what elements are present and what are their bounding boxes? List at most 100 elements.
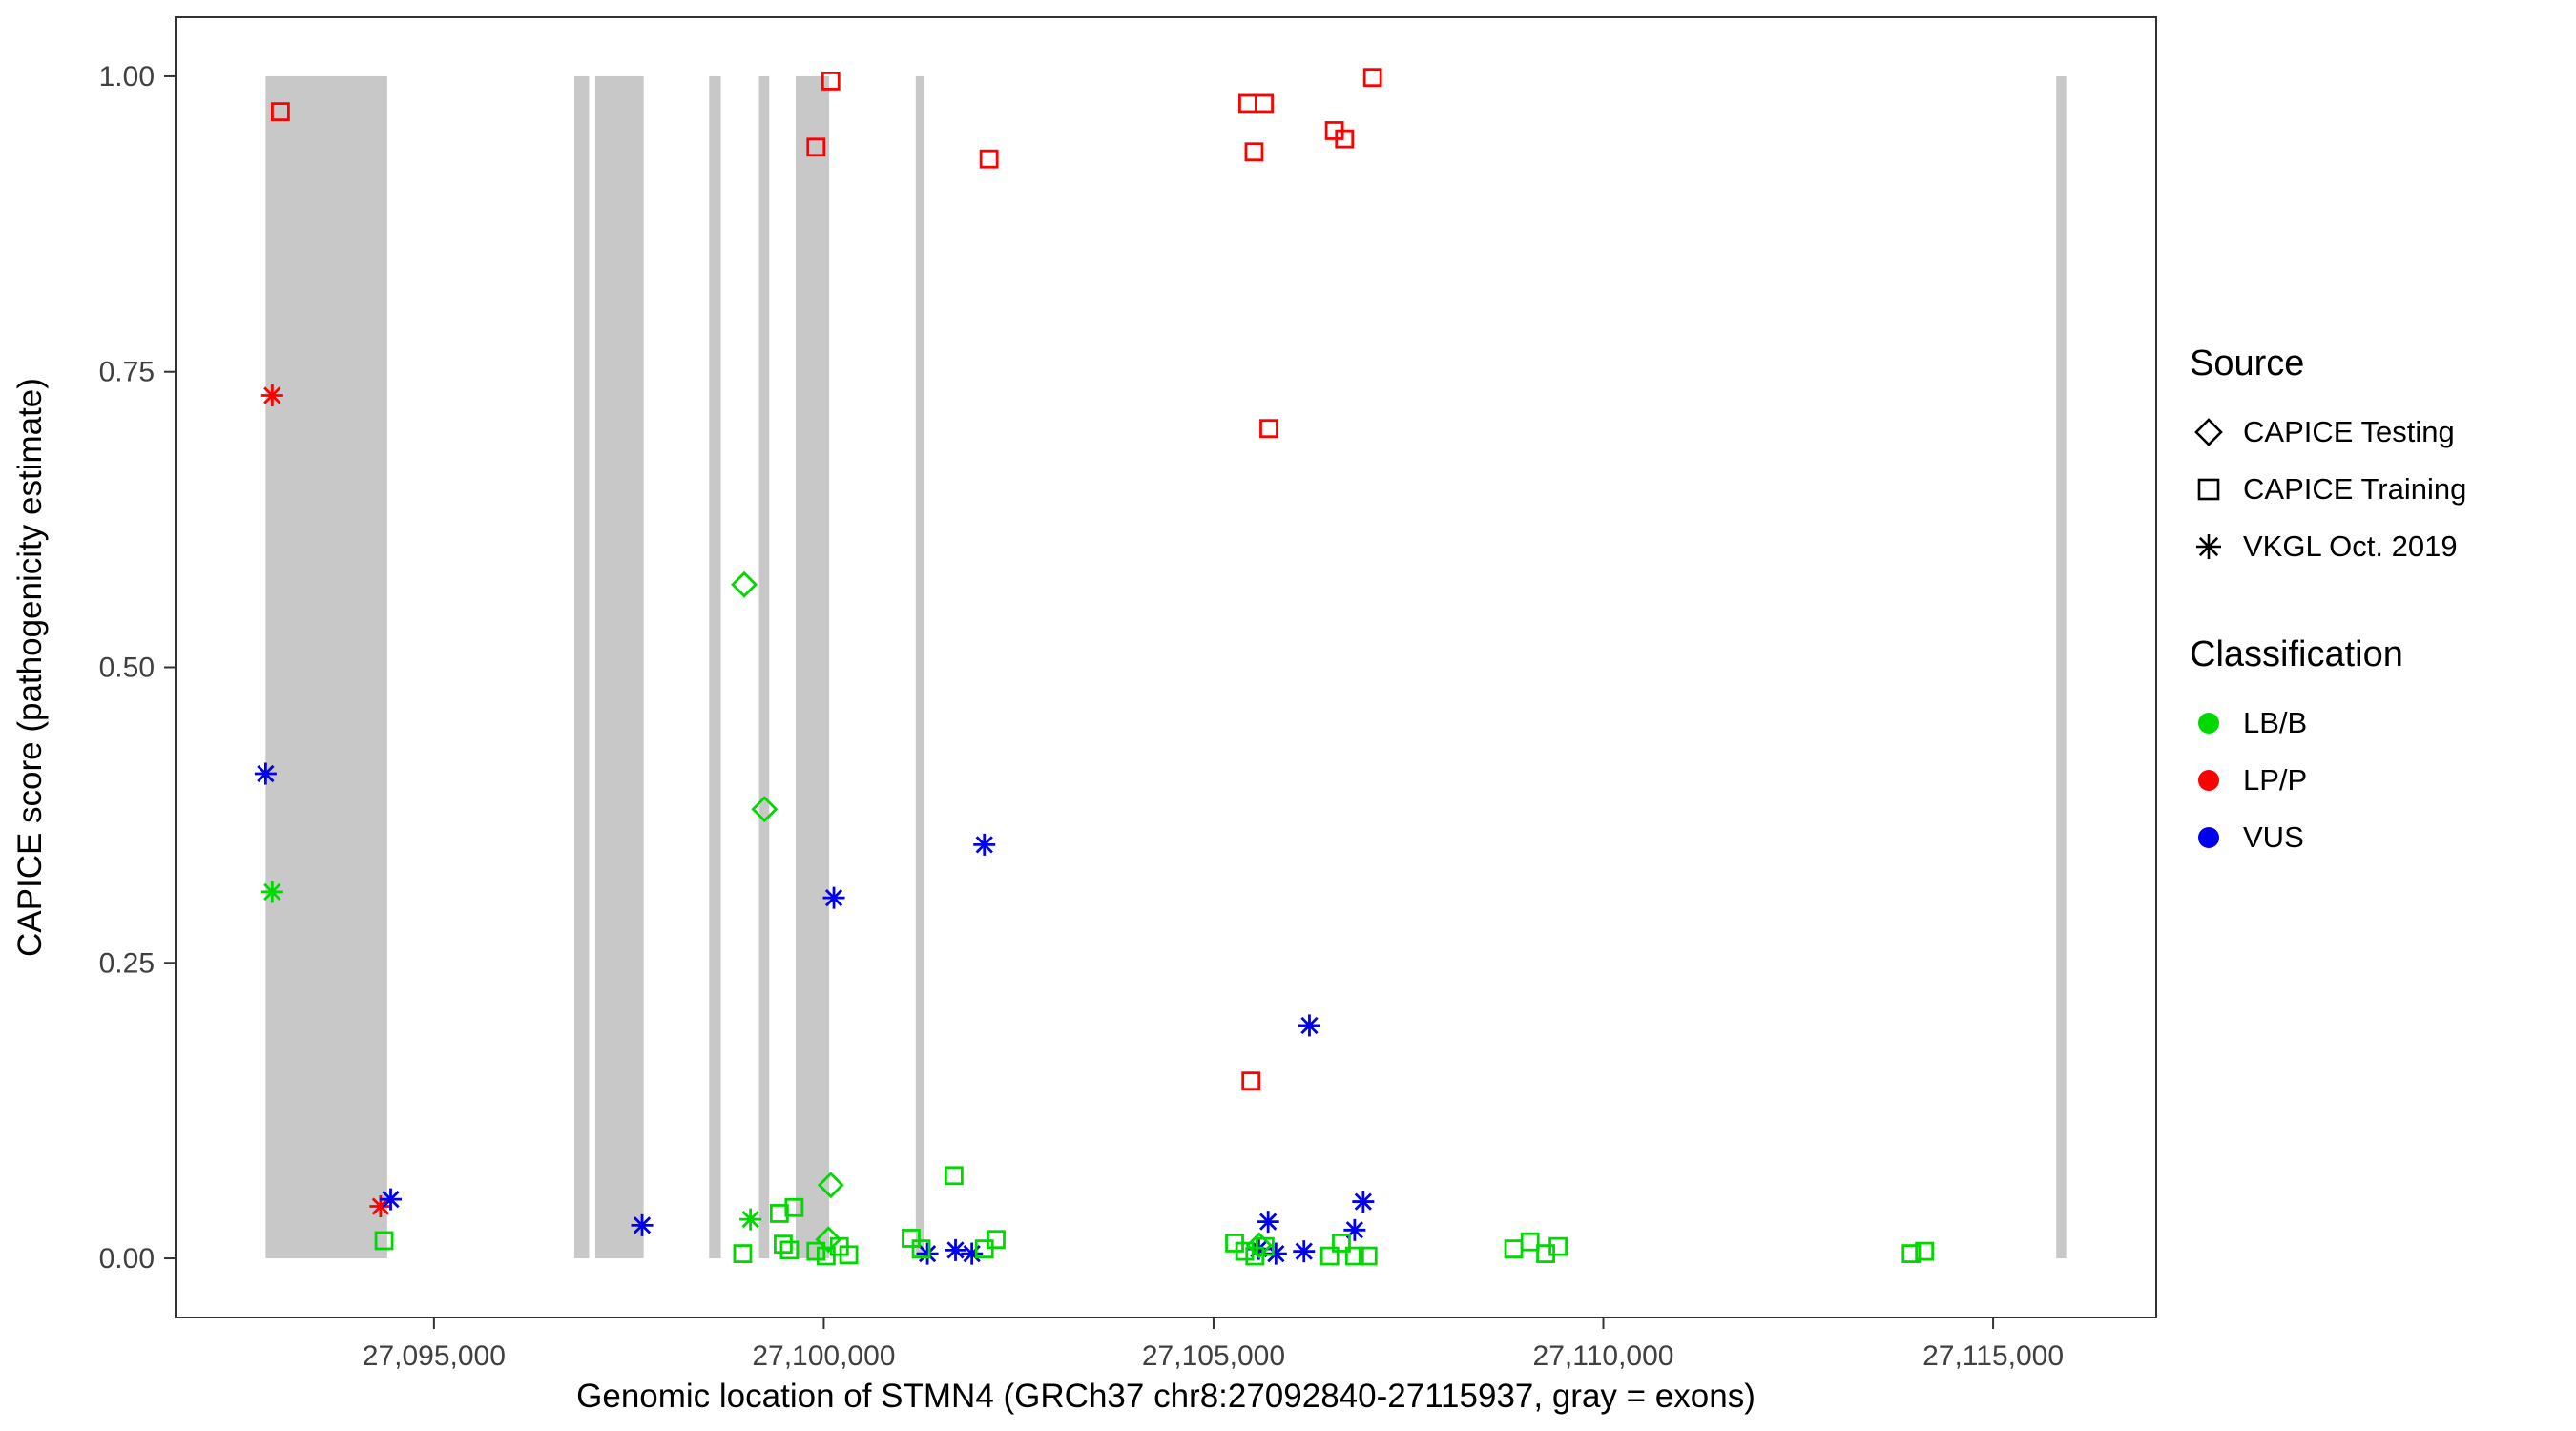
x-tick-label: 27,105,000	[1142, 1340, 1285, 1372]
square-point	[911, 1239, 931, 1259]
exon-band	[709, 75, 721, 1259]
square-point	[821, 72, 841, 91]
asterisk-point	[1257, 1211, 1279, 1234]
square-point	[1504, 1239, 1524, 1259]
legend-source-title: Source	[2190, 343, 2305, 384]
asterisk-point	[260, 384, 283, 407]
exon-band	[758, 75, 770, 1259]
square-point	[1344, 1246, 1364, 1266]
lbb-dot-icon	[2198, 713, 2219, 734]
asterisk-icon	[2196, 534, 2221, 559]
diamond-point	[817, 1172, 844, 1199]
square-point	[1255, 93, 1274, 114]
square-point	[374, 1231, 394, 1251]
lpp-dot-icon	[2198, 770, 2219, 791]
asterisk-arm	[257, 764, 275, 783]
x-axis-title: Genomic location of STMN4 (GRCh37 chr8:2…	[576, 1378, 1755, 1415]
square-point	[1259, 419, 1278, 439]
exon-band	[796, 75, 830, 1259]
square-point	[816, 1246, 836, 1266]
asterisk-arm	[1259, 1213, 1278, 1231]
square-point	[1335, 129, 1355, 149]
asterisk-arm	[918, 1244, 937, 1263]
square-point	[1241, 1071, 1261, 1091]
asterisk-arm	[1300, 1016, 1319, 1035]
square-point	[979, 149, 999, 169]
x-tick-label: 27,095,000	[363, 1340, 506, 1372]
square-point	[769, 1204, 789, 1223]
vus-dot-icon	[2198, 827, 2219, 848]
square-point	[779, 1240, 800, 1260]
legend-item-label: VKGL Oct. 2019	[2243, 529, 2458, 563]
asterisk-arm	[824, 889, 843, 907]
legend-item-lbb: LB/B	[2190, 704, 2562, 742]
asterisk-arm	[263, 882, 281, 902]
asterisk-point	[1343, 1218, 1366, 1241]
asterisk-arm	[975, 836, 993, 854]
asterisk-point	[631, 1213, 654, 1236]
asterisk-point	[380, 1188, 403, 1211]
asterisk-arm	[1267, 1244, 1285, 1263]
legend-classification: Classification LB/B LP/P VUS	[2190, 634, 2562, 857]
square-point	[1319, 1246, 1340, 1266]
asterisk-point	[1293, 1240, 1316, 1263]
square-point	[1235, 1241, 1255, 1261]
asterisk-point	[739, 1208, 762, 1231]
asterisk-point	[1352, 1191, 1375, 1213]
square-point	[733, 1244, 753, 1263]
square-icon	[2197, 478, 2220, 501]
exon-band	[2056, 75, 2067, 1259]
asterisk-arm	[741, 1211, 759, 1229]
legend-source: Source CAPICE Testing CAPICE Training	[2190, 343, 2562, 566]
asterisk-point	[260, 881, 283, 903]
legend-item-vkgl: VKGL Oct. 2019	[2190, 528, 2562, 566]
y-tick-label: 0.25	[99, 947, 155, 979]
legend-classification-title: Classification	[2190, 634, 2403, 674]
legend-item-vus: VUS	[2190, 819, 2562, 857]
square-point	[839, 1245, 859, 1265]
x-tick-label: 27,100,000	[752, 1340, 895, 1372]
asterisk-point	[945, 1238, 967, 1261]
x-tick-label: 27,110,000	[1533, 1340, 1674, 1372]
square-point	[1255, 1236, 1275, 1256]
square-point	[1238, 93, 1257, 114]
y-axis-title: CAPICE score (pathogenicity estimate)	[11, 378, 49, 957]
square-point	[1915, 1241, 1935, 1261]
exon-band	[265, 75, 387, 1259]
asterisk-arm	[371, 1197, 390, 1215]
legend: Source CAPICE Testing CAPICE Training	[2190, 343, 2562, 876]
asterisk-point	[916, 1242, 939, 1265]
legend-item-label: CAPICE Training	[2243, 472, 2467, 506]
asterisk-point	[1298, 1014, 1320, 1037]
square-point	[1245, 1246, 1265, 1266]
asterisk-arm	[382, 1190, 400, 1209]
asterisk-arm	[1295, 1242, 1313, 1260]
square-point	[806, 1241, 826, 1261]
legend-item-capice-testing: CAPICE Testing	[2190, 413, 2562, 451]
asterisk-arm	[633, 1216, 652, 1234]
square-point	[1358, 1246, 1378, 1266]
diamond-icon	[2194, 418, 2223, 446]
exon-band	[595, 75, 644, 1259]
square-point	[1520, 1232, 1540, 1252]
y-tick-label: 0.75	[99, 357, 155, 388]
asterisk-arm	[263, 386, 281, 404]
asterisk-arm	[946, 1241, 965, 1259]
asterisk-point	[961, 1242, 984, 1265]
y-tick-label: 1.00	[99, 61, 155, 93]
square-point	[1548, 1236, 1568, 1256]
asterisk-point	[822, 886, 845, 909]
legend-item-label: CAPICE Testing	[2243, 415, 2455, 448]
square-point	[1244, 142, 1264, 162]
exon-band	[915, 75, 924, 1259]
square-point	[784, 1197, 804, 1217]
y-tick-label: 0.00	[99, 1243, 155, 1275]
panel-border	[175, 16, 2157, 1318]
legend-item-lpp: LP/P	[2190, 761, 2562, 799]
asterisk-point	[973, 833, 996, 856]
square-point	[774, 1234, 793, 1255]
legend-item-label: LP/P	[2243, 763, 2308, 797]
square-point	[944, 1166, 964, 1186]
